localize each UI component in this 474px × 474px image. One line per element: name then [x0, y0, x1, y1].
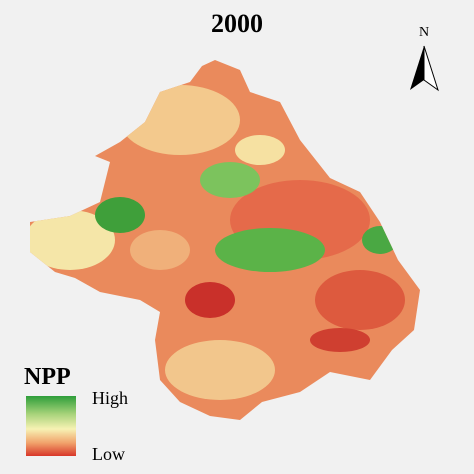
- north-label: N: [419, 25, 429, 40]
- north-arrow-right: [423, 45, 439, 92]
- legend-gradient: [26, 396, 76, 456]
- legend-high: High: [92, 388, 128, 408]
- legend-title: NPP: [24, 364, 71, 390]
- map-title: 2000: [211, 9, 263, 38]
- north-arrow-left: [410, 46, 424, 90]
- legend: NPP High Low: [24, 364, 128, 464]
- north-arrow: N: [410, 25, 439, 92]
- legend-low: Low: [92, 444, 125, 464]
